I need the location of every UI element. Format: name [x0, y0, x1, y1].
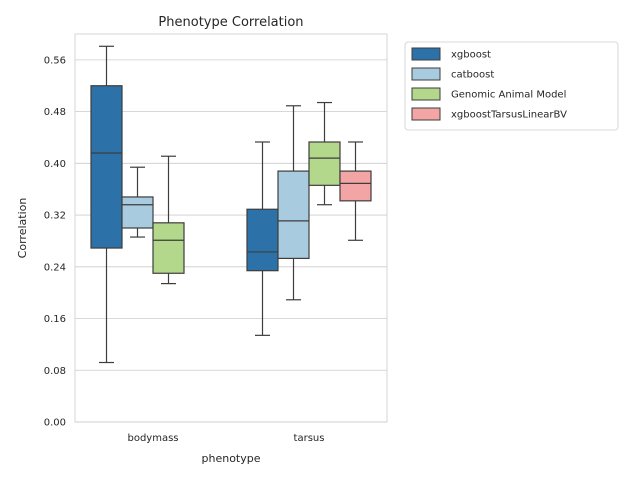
legend-frame: [404, 41, 619, 131]
box-iqr: [308, 141, 341, 186]
y-tick-label: 0.32: [44, 211, 66, 222]
box-plot-bodymass: [152, 155, 185, 285]
chart-title: Phenotype Correlation: [158, 15, 303, 30]
legend-swatch: [411, 47, 441, 61]
box-plot-bodymass: [121, 166, 154, 238]
legend-swatch: [411, 107, 441, 121]
legend-label: xgboostTarsusLinearBV: [451, 110, 567, 121]
box-plot-tarsus: [246, 141, 279, 336]
y-tick-label: 0.16: [44, 314, 66, 325]
legend-label: xgboost: [451, 50, 491, 61]
y-tick-label: 0.40: [44, 159, 66, 170]
y-tick-label: 0.00: [44, 418, 66, 429]
legend-label: catboost: [451, 70, 494, 81]
box-layer: [90, 45, 372, 364]
y-tick-label: 0.08: [44, 366, 66, 377]
x-tick-label: tarsus: [294, 433, 325, 444]
box-iqr: [121, 196, 154, 229]
y-tick-label: 0.48: [44, 107, 66, 118]
box-iqr: [246, 208, 279, 272]
box-plot-tarsus: [308, 101, 341, 206]
box-plot-tarsus: [339, 141, 372, 241]
tick-label-layer: 0.00 0.08 0.16 0.24 0.32 0.40 0.48 0.56 bodymass…: [44, 55, 325, 444]
box-iqr: [90, 85, 123, 249]
legend-swatch: [411, 67, 441, 81]
y-tick-label: 0.56: [44, 55, 66, 66]
x-tick-label: bodymass: [127, 433, 178, 444]
box-plot-tarsus: [277, 105, 310, 301]
y-tick-label: 0.24: [44, 262, 66, 273]
box-iqr: [277, 170, 310, 259]
legend-label: Genomic Animal Model: [451, 90, 566, 101]
x-axis-label: phenotype: [202, 452, 261, 465]
legend: xgboost catboost Genomic Animal Model xgboo…: [404, 41, 619, 131]
legend-entries: xgboost catboost Genomic Animal Model xgboo…: [411, 47, 567, 121]
box-iqr: [152, 222, 185, 274]
plot-area-frame: [74, 33, 388, 423]
box-iqr: [339, 170, 372, 202]
y-axis-label: Correlation: [16, 198, 29, 259]
legend-swatch: [411, 87, 441, 101]
box-plot-bodymass: [90, 45, 123, 364]
